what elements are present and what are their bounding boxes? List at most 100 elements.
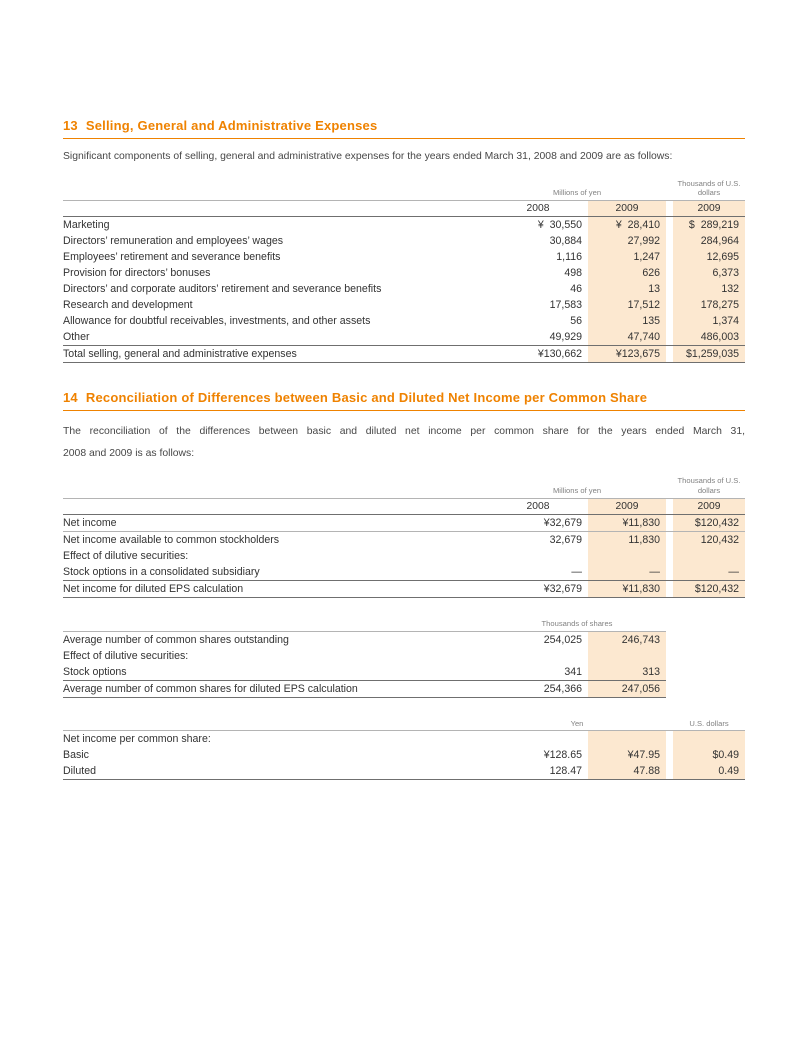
value-2008: 49,929 xyxy=(549,331,582,344)
value-2008: ¥ 30,550 xyxy=(537,219,582,232)
row-label: Net income available to common stockhold… xyxy=(63,533,280,546)
gap-cell xyxy=(666,233,673,250)
section-title: Selling, General and Administrative Expe… xyxy=(85,118,378,133)
value-2009-yen: 17,512 xyxy=(588,297,666,314)
value-2009-yen: 27,992 xyxy=(588,233,666,250)
section-number: 14 xyxy=(63,390,78,406)
table-row: Directors’ and corporate auditors’ retir… xyxy=(63,281,745,298)
value-2009-yen: ¥ 28,410 xyxy=(588,216,666,234)
value-2009-yen: 135 xyxy=(588,313,666,330)
value-2009-usd: 6,373 xyxy=(673,265,745,282)
value-2008: — xyxy=(488,563,588,581)
value-2008: 341 xyxy=(488,663,588,681)
value-2008: ¥32,679 xyxy=(488,514,588,532)
row-label: Diluted xyxy=(63,763,488,781)
table-row: Stock options in a consolidated subsidia… xyxy=(63,563,745,581)
sga-expenses-table: Millions of yen Thousands of U.S. dollar… xyxy=(63,176,745,364)
value-2009-yen: ¥11,830 xyxy=(588,580,666,598)
value-2008: 17,583 xyxy=(549,299,582,312)
value-2009-usd: 178,275 xyxy=(673,297,745,314)
intro-line-1: The reconciliation of the differences be… xyxy=(63,426,745,438)
value-2009-usd xyxy=(673,547,745,564)
empty-cell xyxy=(63,176,488,202)
section-title: Reconciliation of Differences between Ba… xyxy=(85,390,648,406)
value-2009-usd: 486,003 xyxy=(673,329,745,346)
unit-label-thousands-usd: Thousands of U.S. dollars xyxy=(673,176,745,202)
row-label: Effect of dilutive securities: xyxy=(63,549,189,562)
unit-label-millions-yen: Millions of yen xyxy=(488,176,666,202)
value-2009-yen: 1,247 xyxy=(588,249,666,266)
row-label: Average number of common shares for dilu… xyxy=(63,680,488,698)
year-header-row: 2008 2009 2009 xyxy=(63,200,745,218)
unit-header-row: Yen U.S. dollars xyxy=(63,716,746,732)
unit-header-row: Millions of yen Thousands of U.S. dollar… xyxy=(63,176,745,202)
table-row: Average number of common shares for dilu… xyxy=(63,680,667,698)
table-row: Average number of common shares outstand… xyxy=(63,631,667,648)
table-row: Net income ¥32,679 ¥11,830 $120,432 xyxy=(63,514,745,532)
gap-cell xyxy=(666,730,674,748)
value-2008: 128.47 xyxy=(488,763,588,781)
per-share-table: Yen U.S. dollars Net income per common s… xyxy=(63,716,746,781)
table-row: Provision for directors’ bonuses 498 626… xyxy=(63,265,745,282)
row-label: Research and development xyxy=(63,299,193,312)
row-label: Provision for directors’ bonuses xyxy=(63,267,211,280)
unit-header-row: Thousands of shares xyxy=(63,616,667,632)
section-heading-14: 14 Reconciliation of Differences between … xyxy=(63,390,745,412)
total-2009-yen: ¥123,675 xyxy=(588,345,666,364)
net-income-reconciliation-table: Millions of yen Thousands of U.S. dollar… xyxy=(63,473,745,598)
row-label: Average number of common shares outstand… xyxy=(63,633,289,646)
value-2008: ¥128.65 xyxy=(543,749,582,762)
value-2008: 498 xyxy=(564,267,582,280)
unit-label-millions-yen: Millions of yen xyxy=(488,473,666,499)
section-eps-reconciliation: 14 Reconciliation of Differences between … xyxy=(63,390,746,781)
section-number: 13 xyxy=(63,118,78,133)
share-count-table: Thousands of shares Average number of co… xyxy=(63,616,667,698)
row-label: Net income for diluted EPS calculation xyxy=(63,580,488,598)
row-label: Effect of dilutive securities: xyxy=(63,649,189,662)
gap-cell xyxy=(666,297,673,314)
row-label: Net income per common share: xyxy=(63,733,211,746)
gap-cell xyxy=(666,329,673,346)
empty-cell xyxy=(63,200,488,218)
total-row: Total selling, general and administrativ… xyxy=(63,345,745,364)
value-2008 xyxy=(488,648,588,664)
total-2009-usd: $1,259,035 xyxy=(673,345,745,364)
value-2008: 46 xyxy=(570,283,582,296)
table-row: Directors’ remuneration and employees’ w… xyxy=(63,233,745,250)
row-label: Employees’ retirement and severance bene… xyxy=(63,251,281,264)
unit-label-yen: Yen xyxy=(488,716,667,732)
empty-cell xyxy=(63,473,488,499)
section-heading-13: 13 Selling, General and Administrative Ex… xyxy=(63,118,745,139)
year-2009-yen: 2009 xyxy=(588,498,666,515)
value-2008: 32,679 xyxy=(549,533,582,546)
row-label: Other xyxy=(63,331,90,344)
gap-cell xyxy=(666,547,673,564)
value-2009-yen: 626 xyxy=(588,265,666,282)
unit-label-thousands-shares: Thousands of shares xyxy=(488,616,667,632)
gap-cell xyxy=(666,216,673,234)
value-usd: 0.49 xyxy=(673,763,746,781)
value-2009-yen: ¥47.95 xyxy=(588,747,667,764)
value-2009-usd: 284,964 xyxy=(673,233,745,250)
table-row: Allowance for doubtful receivables, inve… xyxy=(63,313,745,330)
unit-label-thousands-usd: Thousands of U.S. dollars xyxy=(673,473,745,499)
year-2009-yen: 2009 xyxy=(588,200,666,218)
gap-cell xyxy=(666,281,673,298)
year-2009-usd: 2009 xyxy=(673,200,745,218)
table-row: Research and development 17,583 17,512 1… xyxy=(63,297,745,314)
gap-cell xyxy=(666,473,673,499)
value-2009-yen: — xyxy=(588,563,666,581)
year-header-row: 2008 2009 2009 xyxy=(63,498,745,515)
section-14-intro: The reconciliation of the differences be… xyxy=(63,421,745,464)
report-page: 13 Selling, General and Administrative Ex… xyxy=(63,118,746,781)
gap-cell xyxy=(666,580,673,598)
value-2009-yen: 13 xyxy=(588,281,666,298)
value-2008: ¥32,679 xyxy=(488,580,588,598)
gap-cell xyxy=(666,345,673,364)
table-row: Net income per common share: xyxy=(63,730,746,748)
gap-cell xyxy=(666,763,674,781)
value-2009-yen: 11,830 xyxy=(588,531,666,548)
value-usd: $0.49 xyxy=(673,747,746,764)
row-label: Basic xyxy=(63,749,89,762)
value-2009-yen: 47,740 xyxy=(588,329,666,346)
